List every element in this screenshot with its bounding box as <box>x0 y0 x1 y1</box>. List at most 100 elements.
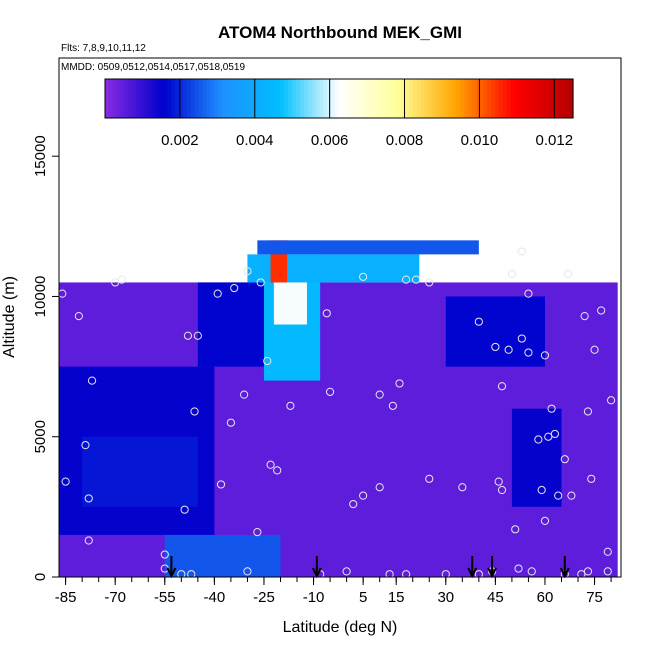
colorbar-segment <box>452 79 457 118</box>
colorbar-segment <box>467 79 473 118</box>
sample-point <box>375 390 384 399</box>
y-tick-label: 15000 <box>32 135 49 177</box>
colorbar-segment <box>140 79 145 118</box>
sample-point <box>425 278 434 287</box>
sample-point <box>183 331 193 340</box>
colorbar-segment <box>120 79 126 118</box>
colorbar-segment <box>112 79 118 118</box>
colorbar-segment <box>261 79 266 118</box>
colorbar-segment <box>194 79 200 118</box>
colorbar-segment <box>424 79 430 118</box>
sample-point <box>253 528 262 537</box>
sample-point <box>458 483 467 492</box>
colorbar-segment <box>319 79 324 118</box>
colorbar-segment <box>237 79 243 118</box>
colorbar-segment <box>514 79 519 118</box>
colorbar-segment <box>206 79 211 118</box>
colorbar-segment <box>541 79 547 118</box>
colorbar-segment <box>479 79 484 118</box>
colorbar-tick-label: 0.010 <box>461 132 499 149</box>
x-axis: -85 -70 -55 -40 -25 -10 5 15 30 45 60 75 <box>55 577 612 606</box>
colorbar-segment <box>214 79 219 118</box>
colorbar-segment <box>163 79 168 118</box>
sample-point <box>59 289 67 298</box>
colorbar-segment <box>323 79 328 118</box>
flight-arrow <box>166 556 177 579</box>
colorbar-segment <box>222 79 227 118</box>
colorbar-segment <box>190 79 196 118</box>
colorbar-segment <box>171 79 176 118</box>
flight-arrow <box>311 556 322 579</box>
sample-point <box>494 477 503 486</box>
colorbar-segment <box>167 79 172 118</box>
y-tick-label: 10000 <box>32 276 49 318</box>
colorbar-segment <box>471 79 477 118</box>
sample-point <box>491 342 500 352</box>
heatmap-field <box>59 240 618 577</box>
colorbar-segment <box>534 79 539 118</box>
sample-point <box>603 567 612 576</box>
x-tick-label: 5 <box>359 589 367 606</box>
y-tick-label: 0 <box>32 573 49 581</box>
field-region-boundary-layer-blue <box>164 534 281 577</box>
sample-point <box>583 567 593 576</box>
sample-point <box>597 306 606 315</box>
sample-point <box>81 441 90 450</box>
x-tick-label: 15 <box>388 589 405 606</box>
sample-point <box>474 570 483 577</box>
colorbar-segment <box>105 79 110 118</box>
sample-point <box>359 272 368 281</box>
sample-point <box>517 247 526 256</box>
colorbar-tick-label: 0.004 <box>236 132 274 149</box>
sample-point <box>375 483 384 492</box>
colorbar-segment <box>459 79 465 118</box>
colorbar-segment <box>233 79 239 118</box>
colorbar-segment <box>491 79 496 118</box>
field-region-top-layer <box>257 240 479 255</box>
colorbar-segment <box>385 79 391 118</box>
x-tick-label: -25 <box>253 589 275 606</box>
colorbar-segment <box>335 79 340 118</box>
colorbar-segment <box>495 79 500 118</box>
colorbar-segment <box>147 79 153 118</box>
colorbar-segment <box>144 79 149 118</box>
colorbar-segment <box>557 79 562 118</box>
sample-point <box>322 309 331 318</box>
sample-point <box>84 536 93 545</box>
colorbar-segment <box>417 79 422 118</box>
colorbar-segment <box>530 79 535 118</box>
sample-point <box>441 570 450 577</box>
chart-title: ATOM4 Northbound MEK_GMI <box>218 23 462 42</box>
colorbar-segment <box>444 79 449 118</box>
sample-point <box>547 404 556 413</box>
sample-point <box>534 435 543 444</box>
sample-point <box>544 432 553 441</box>
colorbar-segment <box>342 79 348 118</box>
sample-point <box>180 505 189 514</box>
colorbar-segment <box>307 79 313 118</box>
sample-point <box>117 275 126 284</box>
colorbar-segment <box>381 79 387 118</box>
colorbar-segment <box>502 79 508 118</box>
colorbar-segment <box>300 79 305 118</box>
colorbar-segment <box>420 79 426 118</box>
sample-point <box>524 348 533 357</box>
colorbar-segment <box>487 79 492 118</box>
colorbar-tick-label: 0.006 <box>311 132 349 149</box>
sample-point <box>243 567 252 576</box>
colorbar-segment <box>116 79 122 118</box>
colorbar-segment <box>506 79 512 118</box>
colorbar-segment <box>124 79 129 118</box>
colorbar-segment <box>569 79 574 118</box>
sample-point <box>603 547 612 556</box>
colorbar-segment <box>175 79 180 118</box>
sample-point <box>402 275 411 284</box>
colorbar-segment <box>276 79 282 118</box>
flight-arrow <box>559 556 570 579</box>
colorbar-segment <box>405 79 410 118</box>
dates-note: MMDD: 0509,0512,0514,0517,0518,0519 <box>61 62 245 73</box>
sample-point <box>84 494 93 503</box>
colorbar-segment <box>268 79 274 118</box>
sample-point <box>61 477 70 486</box>
colorbar-segment <box>358 79 363 118</box>
